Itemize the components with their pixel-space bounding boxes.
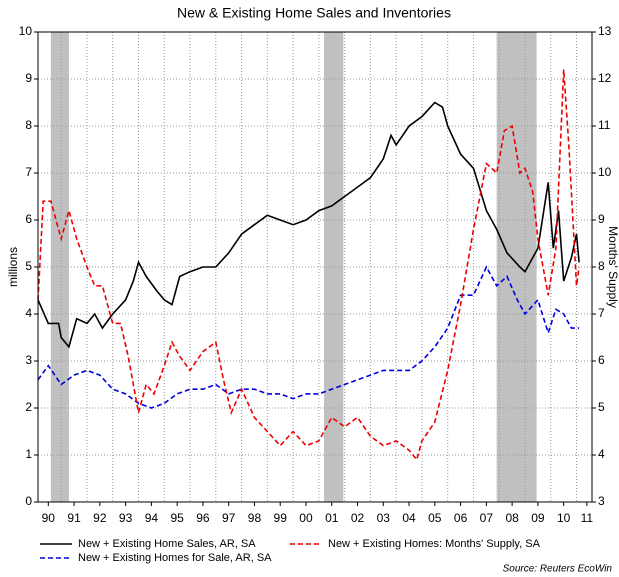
x-tick-label: 92 xyxy=(93,511,107,525)
x-tick-label: 97 xyxy=(222,511,236,525)
x-tick-label: 04 xyxy=(402,511,416,525)
y-tick-label: 10 xyxy=(19,24,33,38)
legend-label: New + Existing Homes: Months' Supply, SA xyxy=(328,538,541,550)
legend-label: New + Existing Home Sales, AR, SA xyxy=(78,538,256,550)
x-tick-label: 05 xyxy=(428,511,442,525)
x-tick-label: 01 xyxy=(325,511,339,525)
y-tick-label: 4 xyxy=(25,306,32,320)
x-tick-label: 90 xyxy=(42,511,56,525)
y2-tick-label: 9 xyxy=(598,212,605,226)
y2-tick-label: 4 xyxy=(598,447,605,461)
y2-tick-label: 12 xyxy=(598,71,612,85)
y2-tick-label: 11 xyxy=(598,118,611,132)
series-line xyxy=(37,101,580,349)
recession-band xyxy=(324,32,344,502)
y-tick-label: 6 xyxy=(25,212,32,226)
y2-tick-label: 3 xyxy=(598,494,605,508)
x-tick-label: 93 xyxy=(119,511,133,525)
source: Source: Reuters EcoWin xyxy=(503,564,613,575)
legend-label: New + Existing Homes for Sale, AR, SA xyxy=(78,552,272,564)
chart-title: New & Existing Home Sales and Inventorie… xyxy=(177,5,451,21)
x-tick-label: 03 xyxy=(377,511,391,525)
y2-tick-label: 8 xyxy=(598,259,605,273)
x-tick-label: 06 xyxy=(454,511,468,525)
x-tick-label: 94 xyxy=(145,511,159,525)
x-tick-label: 10 xyxy=(557,511,571,525)
y-tick-label: 0 xyxy=(25,494,32,508)
plot-frame xyxy=(37,31,593,503)
y-tick-label: 3 xyxy=(25,353,32,367)
y2-tick-label: 7 xyxy=(598,306,605,320)
y2-axis-label: Months' Supply xyxy=(606,226,619,308)
x-tick-label: 00 xyxy=(299,511,313,525)
x-tick-label: 09 xyxy=(531,511,545,525)
y-tick-label: 9 xyxy=(25,71,32,85)
x-tick-label: 11 xyxy=(581,511,594,525)
y-tick-label: 5 xyxy=(25,259,32,273)
y2-tick-label: 6 xyxy=(598,353,605,367)
y2-tick-label: 13 xyxy=(598,24,612,38)
x-tick-label: 07 xyxy=(480,511,494,525)
x-tick-label: 95 xyxy=(170,511,184,525)
x-tick-label: 96 xyxy=(196,511,210,525)
y2-tick-label: 5 xyxy=(598,400,605,414)
series-line xyxy=(37,265,580,409)
x-tick-label: 98 xyxy=(248,511,262,525)
y-tick-label: 8 xyxy=(25,118,32,132)
y2-tick-label: 10 xyxy=(598,165,612,179)
x-tick-label: 02 xyxy=(351,511,365,525)
y-tick-label: 1 xyxy=(25,447,32,461)
y-tick-label: 7 xyxy=(25,165,32,179)
x-tick-label: 08 xyxy=(505,511,519,525)
y-axis-label: millions xyxy=(6,247,20,287)
series-line xyxy=(37,69,580,462)
y-tick-label: 2 xyxy=(25,400,32,414)
x-tick-label: 91 xyxy=(67,511,81,525)
x-tick-label: 99 xyxy=(274,511,288,525)
